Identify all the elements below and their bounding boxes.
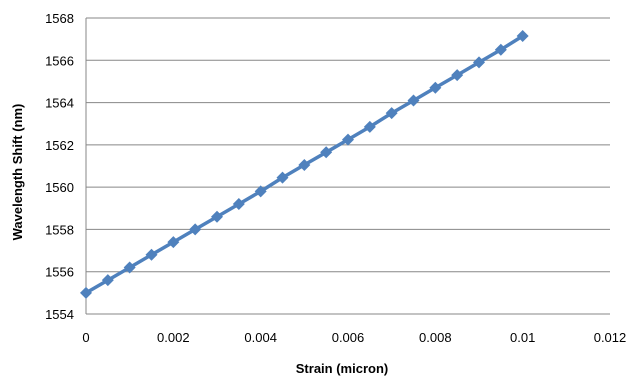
y-tick-label: 1564 — [45, 96, 74, 111]
y-tick-label: 1560 — [45, 180, 74, 195]
data-point-marker — [451, 69, 464, 82]
data-point-marker — [167, 236, 180, 249]
gridlines — [86, 17, 610, 273]
x-tick-label: 0.012 — [594, 330, 627, 345]
x-tick-label: 0.004 — [244, 330, 277, 345]
data-point-marker — [101, 274, 114, 287]
data-point-marker — [80, 286, 92, 299]
data-point-marker — [232, 198, 245, 211]
x-tick-label: 0.002 — [157, 330, 190, 345]
data-point-marker — [189, 223, 202, 236]
x-tick-label: 0.006 — [332, 330, 365, 345]
series-layer — [80, 29, 529, 299]
x-tick-label: 0.008 — [419, 330, 452, 345]
y-tick-label: 1568 — [45, 11, 74, 26]
data-point-marker — [298, 158, 311, 171]
tick-labels: 1554 1556 1558 1560 1562 1564 1566 1568 0 0.002 0.… — [45, 11, 626, 345]
data-point-marker — [123, 261, 136, 274]
data-point-marker — [320, 146, 333, 159]
x-tick-label: 0 — [82, 330, 89, 345]
data-point-marker — [342, 133, 354, 146]
data-point-marker — [494, 43, 507, 56]
data-point-marker — [211, 210, 223, 223]
y-tick-label: 1556 — [45, 265, 74, 280]
axes — [85, 18, 610, 315]
data-point-marker — [516, 29, 529, 42]
data-point-marker — [385, 107, 398, 120]
data-point-marker — [473, 56, 485, 69]
y-tick-label: 1562 — [45, 138, 74, 153]
y-tick-label: 1566 — [45, 53, 74, 68]
data-point-marker — [363, 120, 376, 133]
data-point-marker — [276, 171, 289, 184]
y-tick-label: 1554 — [45, 307, 74, 322]
y-axis-title: Wavelength Shift (nm) — [10, 104, 25, 241]
data-point-marker — [429, 81, 442, 94]
data-point-marker — [407, 94, 420, 107]
y-tick-label: 1558 — [45, 222, 74, 237]
x-tick-label: 0.01 — [510, 330, 535, 345]
x-axis-title: Strain (micron) — [296, 361, 388, 376]
data-point-marker — [254, 185, 267, 198]
data-point-marker — [145, 248, 158, 261]
